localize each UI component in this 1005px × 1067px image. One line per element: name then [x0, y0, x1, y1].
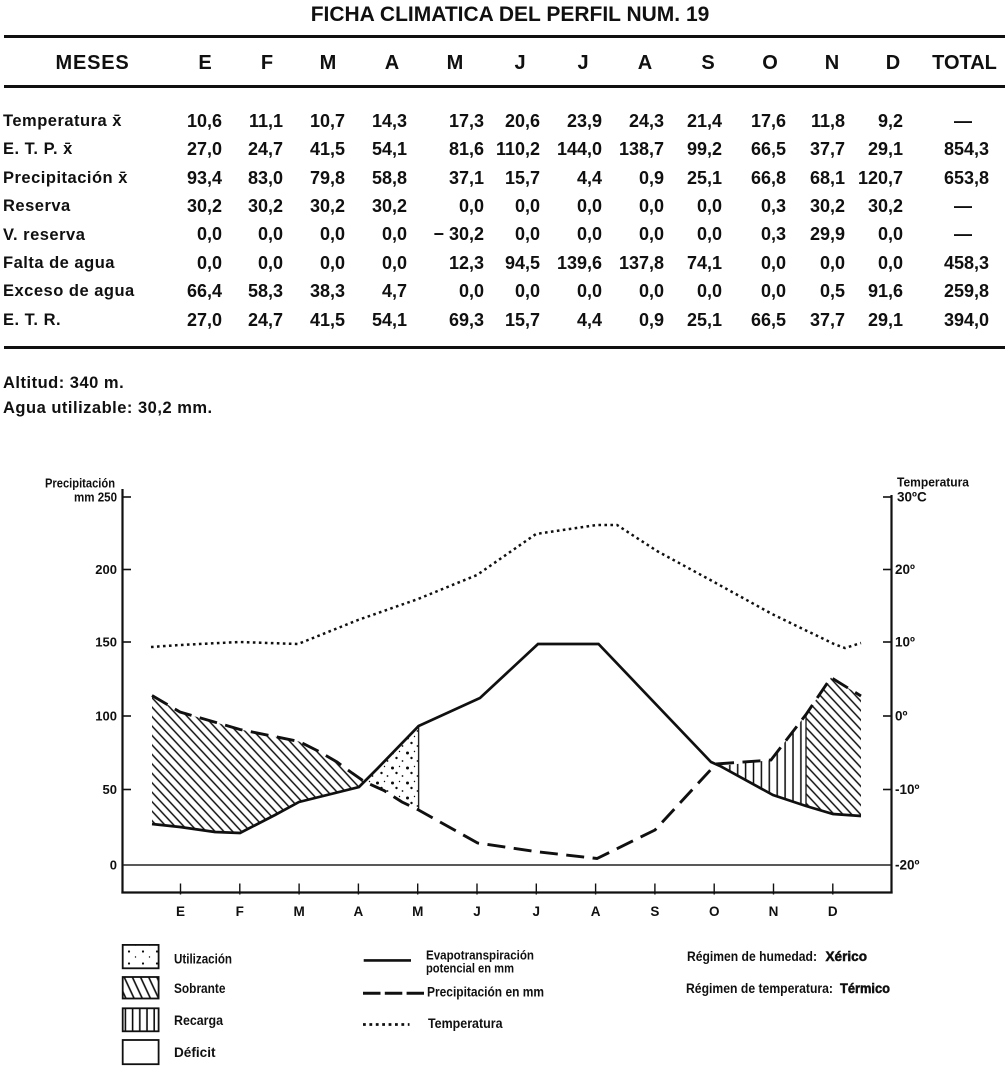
svg-text:mm 250: mm 250 — [74, 490, 117, 505]
svg-text:Temperatura: Temperatura — [897, 476, 970, 490]
svg-text:F: F — [236, 904, 244, 919]
svg-text:J: J — [533, 904, 541, 919]
svg-text:Precipitación: Precipitación — [45, 477, 115, 491]
svg-text:0º: 0º — [895, 709, 908, 724]
svg-text:100: 100 — [95, 709, 117, 724]
svg-text:10º: 10º — [895, 635, 915, 650]
svg-text:20º: 20º — [895, 562, 915, 577]
svg-text:Utilización: Utilización — [174, 951, 232, 967]
svg-text:Déficit: Déficit — [174, 1044, 216, 1060]
svg-text:J: J — [473, 904, 481, 919]
svg-text:D: D — [828, 904, 838, 919]
svg-text:Temperatura: Temperatura — [428, 1016, 503, 1031]
svg-text:Térmico: Térmico — [840, 980, 890, 996]
svg-text:30ºC: 30ºC — [897, 490, 927, 505]
svg-text:M: M — [293, 904, 304, 919]
svg-text:Evapotranspiración: Evapotranspiración — [426, 948, 534, 963]
svg-text:M: M — [412, 904, 423, 919]
svg-text:O: O — [709, 904, 720, 919]
svg-text:150: 150 — [95, 635, 117, 650]
svg-text:A: A — [591, 904, 601, 919]
svg-text:potencial en mm: potencial en mm — [426, 961, 514, 976]
svg-text:S: S — [650, 904, 659, 919]
svg-text:Xérico: Xérico — [826, 948, 868, 964]
svg-text:-20º: -20º — [895, 858, 920, 873]
svg-text:Régimen de humedad:: Régimen de humedad: — [687, 948, 817, 964]
svg-text:E: E — [176, 904, 185, 919]
svg-text:0: 0 — [110, 858, 117, 873]
svg-text:Recarga: Recarga — [174, 1012, 223, 1028]
svg-text:N: N — [769, 904, 779, 919]
svg-text:200: 200 — [95, 562, 117, 577]
svg-text:50: 50 — [103, 782, 117, 797]
svg-text:A: A — [354, 904, 364, 919]
svg-text:-10º: -10º — [895, 782, 920, 797]
svg-text:Sobrante: Sobrante — [174, 980, 226, 996]
svg-text:Régimen de temperatura:: Régimen de temperatura: — [686, 980, 833, 996]
svg-text:Precipitación en mm: Precipitación en mm — [427, 985, 544, 1000]
